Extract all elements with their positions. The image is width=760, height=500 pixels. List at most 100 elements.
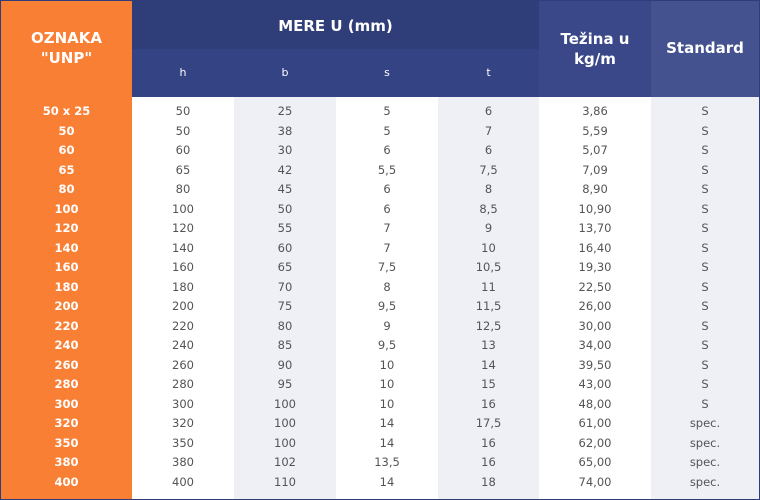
table-row: 400 400 110 14 18 74,00 spec. bbox=[1, 473, 759, 493]
cell-standard: S bbox=[701, 162, 709, 177]
cell-b: 75 bbox=[277, 299, 293, 313]
table-row: 160 160 65 7,5 10,5 19,30 S bbox=[1, 258, 759, 278]
cell-standard: S bbox=[701, 201, 709, 216]
subheader-b: b bbox=[281, 66, 289, 79]
cell-b: 50 bbox=[277, 201, 293, 216]
cell-weight: 10,90 bbox=[578, 201, 612, 216]
cell-b: 102 bbox=[274, 455, 296, 469]
cell-weight: 39,50 bbox=[578, 357, 612, 372]
cell-b: 110 bbox=[274, 474, 296, 489]
cell-s: 13,5 bbox=[374, 455, 400, 469]
row-label: 200 bbox=[54, 299, 79, 313]
cell-s: 6 bbox=[383, 201, 391, 216]
row-label: 300 bbox=[54, 396, 79, 411]
table-row: 60 60 30 6 6 5,07 S bbox=[1, 141, 759, 161]
cell-weight: 43,00 bbox=[578, 377, 612, 391]
cell-b: 85 bbox=[277, 338, 293, 352]
cell-s: 14 bbox=[379, 416, 395, 430]
cell-h: 65 bbox=[175, 162, 191, 177]
cell-t: 17,5 bbox=[475, 416, 502, 430]
cell-standard: S bbox=[701, 182, 709, 196]
cell-standard: S bbox=[701, 260, 709, 274]
table-row: 200 200 75 9,5 11,5 26,00 S bbox=[1, 297, 759, 317]
cell-weight: 5,59 bbox=[582, 123, 608, 138]
cell-weight: 61,00 bbox=[578, 416, 612, 430]
cell-s: 5 bbox=[383, 104, 391, 118]
table-row: 240 240 85 9,5 13 34,00 S bbox=[1, 336, 759, 356]
cell-t: 11 bbox=[481, 279, 496, 294]
cell-weight: 19,30 bbox=[578, 260, 612, 274]
cell-b: 65 bbox=[277, 260, 293, 274]
table-row: 220 220 80 9 12,5 30,00 S bbox=[1, 317, 759, 337]
cell-t: 16 bbox=[481, 435, 496, 450]
table-row: 300 300 100 10 16 48,00 S bbox=[1, 395, 759, 415]
subheader-s: s bbox=[384, 66, 390, 79]
row-label: 350 bbox=[54, 435, 79, 450]
table-row: 50 x 25 50 25 5 6 3,86 S bbox=[1, 102, 759, 122]
cell-t: 9 bbox=[484, 221, 493, 235]
weight-header: Težina u kg/m bbox=[560, 30, 630, 68]
cell-h: 50 bbox=[175, 123, 191, 138]
row-label: 180 bbox=[54, 279, 79, 294]
dimensions-subheader-background bbox=[132, 49, 539, 97]
table-row: 100 100 50 6 8,5 10,90 S bbox=[1, 200, 759, 220]
table-row: 80 80 45 6 8 8,90 S bbox=[1, 180, 759, 200]
cell-h: 240 bbox=[172, 338, 194, 352]
label-header: OZNAKA "UNP" bbox=[30, 29, 103, 67]
cell-weight: 34,00 bbox=[578, 338, 612, 352]
row-label: 60 bbox=[58, 143, 75, 157]
cell-weight: 7,09 bbox=[582, 162, 608, 177]
cell-s: 7,5 bbox=[377, 260, 397, 274]
cell-s: 6 bbox=[383, 182, 391, 196]
row-label: 50 bbox=[58, 123, 75, 138]
row-label: 160 bbox=[54, 260, 79, 274]
weight-header-background bbox=[539, 1, 651, 97]
table-row: 140 140 60 7 10 16,40 S bbox=[1, 239, 759, 259]
cell-standard: S bbox=[701, 240, 709, 255]
cell-h: 300 bbox=[172, 396, 194, 411]
cell-h: 320 bbox=[172, 416, 194, 430]
standard-header: Standard bbox=[666, 39, 744, 57]
cell-t: 10 bbox=[481, 240, 496, 255]
cell-h: 140 bbox=[172, 240, 194, 255]
cell-standard: S bbox=[701, 377, 709, 391]
cell-weight: 62,00 bbox=[578, 435, 612, 450]
cell-t: 16 bbox=[481, 455, 496, 469]
cell-standard: S bbox=[701, 318, 709, 333]
cell-s: 10 bbox=[379, 396, 395, 411]
table-row: 50 50 38 5 7 5,59 S bbox=[1, 122, 759, 142]
cell-standard: S bbox=[701, 279, 709, 294]
cell-t: 8,5 bbox=[479, 201, 498, 216]
cell-s: 7 bbox=[383, 221, 391, 235]
subheader-t: t bbox=[486, 66, 491, 79]
cell-b: 80 bbox=[277, 318, 293, 333]
cell-standard: S bbox=[701, 396, 709, 411]
cell-t: 6 bbox=[484, 104, 493, 118]
cell-t: 7 bbox=[484, 123, 493, 138]
cell-weight: 13,70 bbox=[578, 221, 612, 235]
cell-standard: spec. bbox=[689, 416, 721, 430]
cell-standard: S bbox=[701, 221, 709, 235]
table-row: 65 65 42 5,5 7,5 7,09 S bbox=[1, 161, 759, 181]
cell-t: 12,5 bbox=[475, 318, 502, 333]
row-label: 220 bbox=[54, 318, 79, 333]
cell-h: 50 bbox=[175, 104, 191, 118]
cell-s: 5 bbox=[383, 123, 391, 138]
cell-b: 95 bbox=[277, 377, 293, 391]
cell-s: 10 bbox=[379, 357, 395, 372]
row-label: 240 bbox=[54, 338, 79, 352]
cell-b: 60 bbox=[277, 240, 293, 255]
cell-standard: spec. bbox=[689, 455, 721, 469]
cell-s: 14 bbox=[379, 435, 395, 450]
cell-b: 90 bbox=[277, 357, 293, 372]
row-label: 380 bbox=[54, 455, 79, 469]
cell-s: 6 bbox=[383, 143, 391, 157]
cell-b: 45 bbox=[277, 182, 293, 196]
table-row: 350 350 100 14 16 62,00 spec. bbox=[1, 434, 759, 454]
row-label: 100 bbox=[54, 201, 79, 216]
cell-h: 260 bbox=[172, 357, 194, 372]
row-label: 80 bbox=[58, 182, 75, 196]
row-label: 50 x 25 bbox=[42, 104, 91, 118]
cell-standard: S bbox=[701, 338, 709, 352]
